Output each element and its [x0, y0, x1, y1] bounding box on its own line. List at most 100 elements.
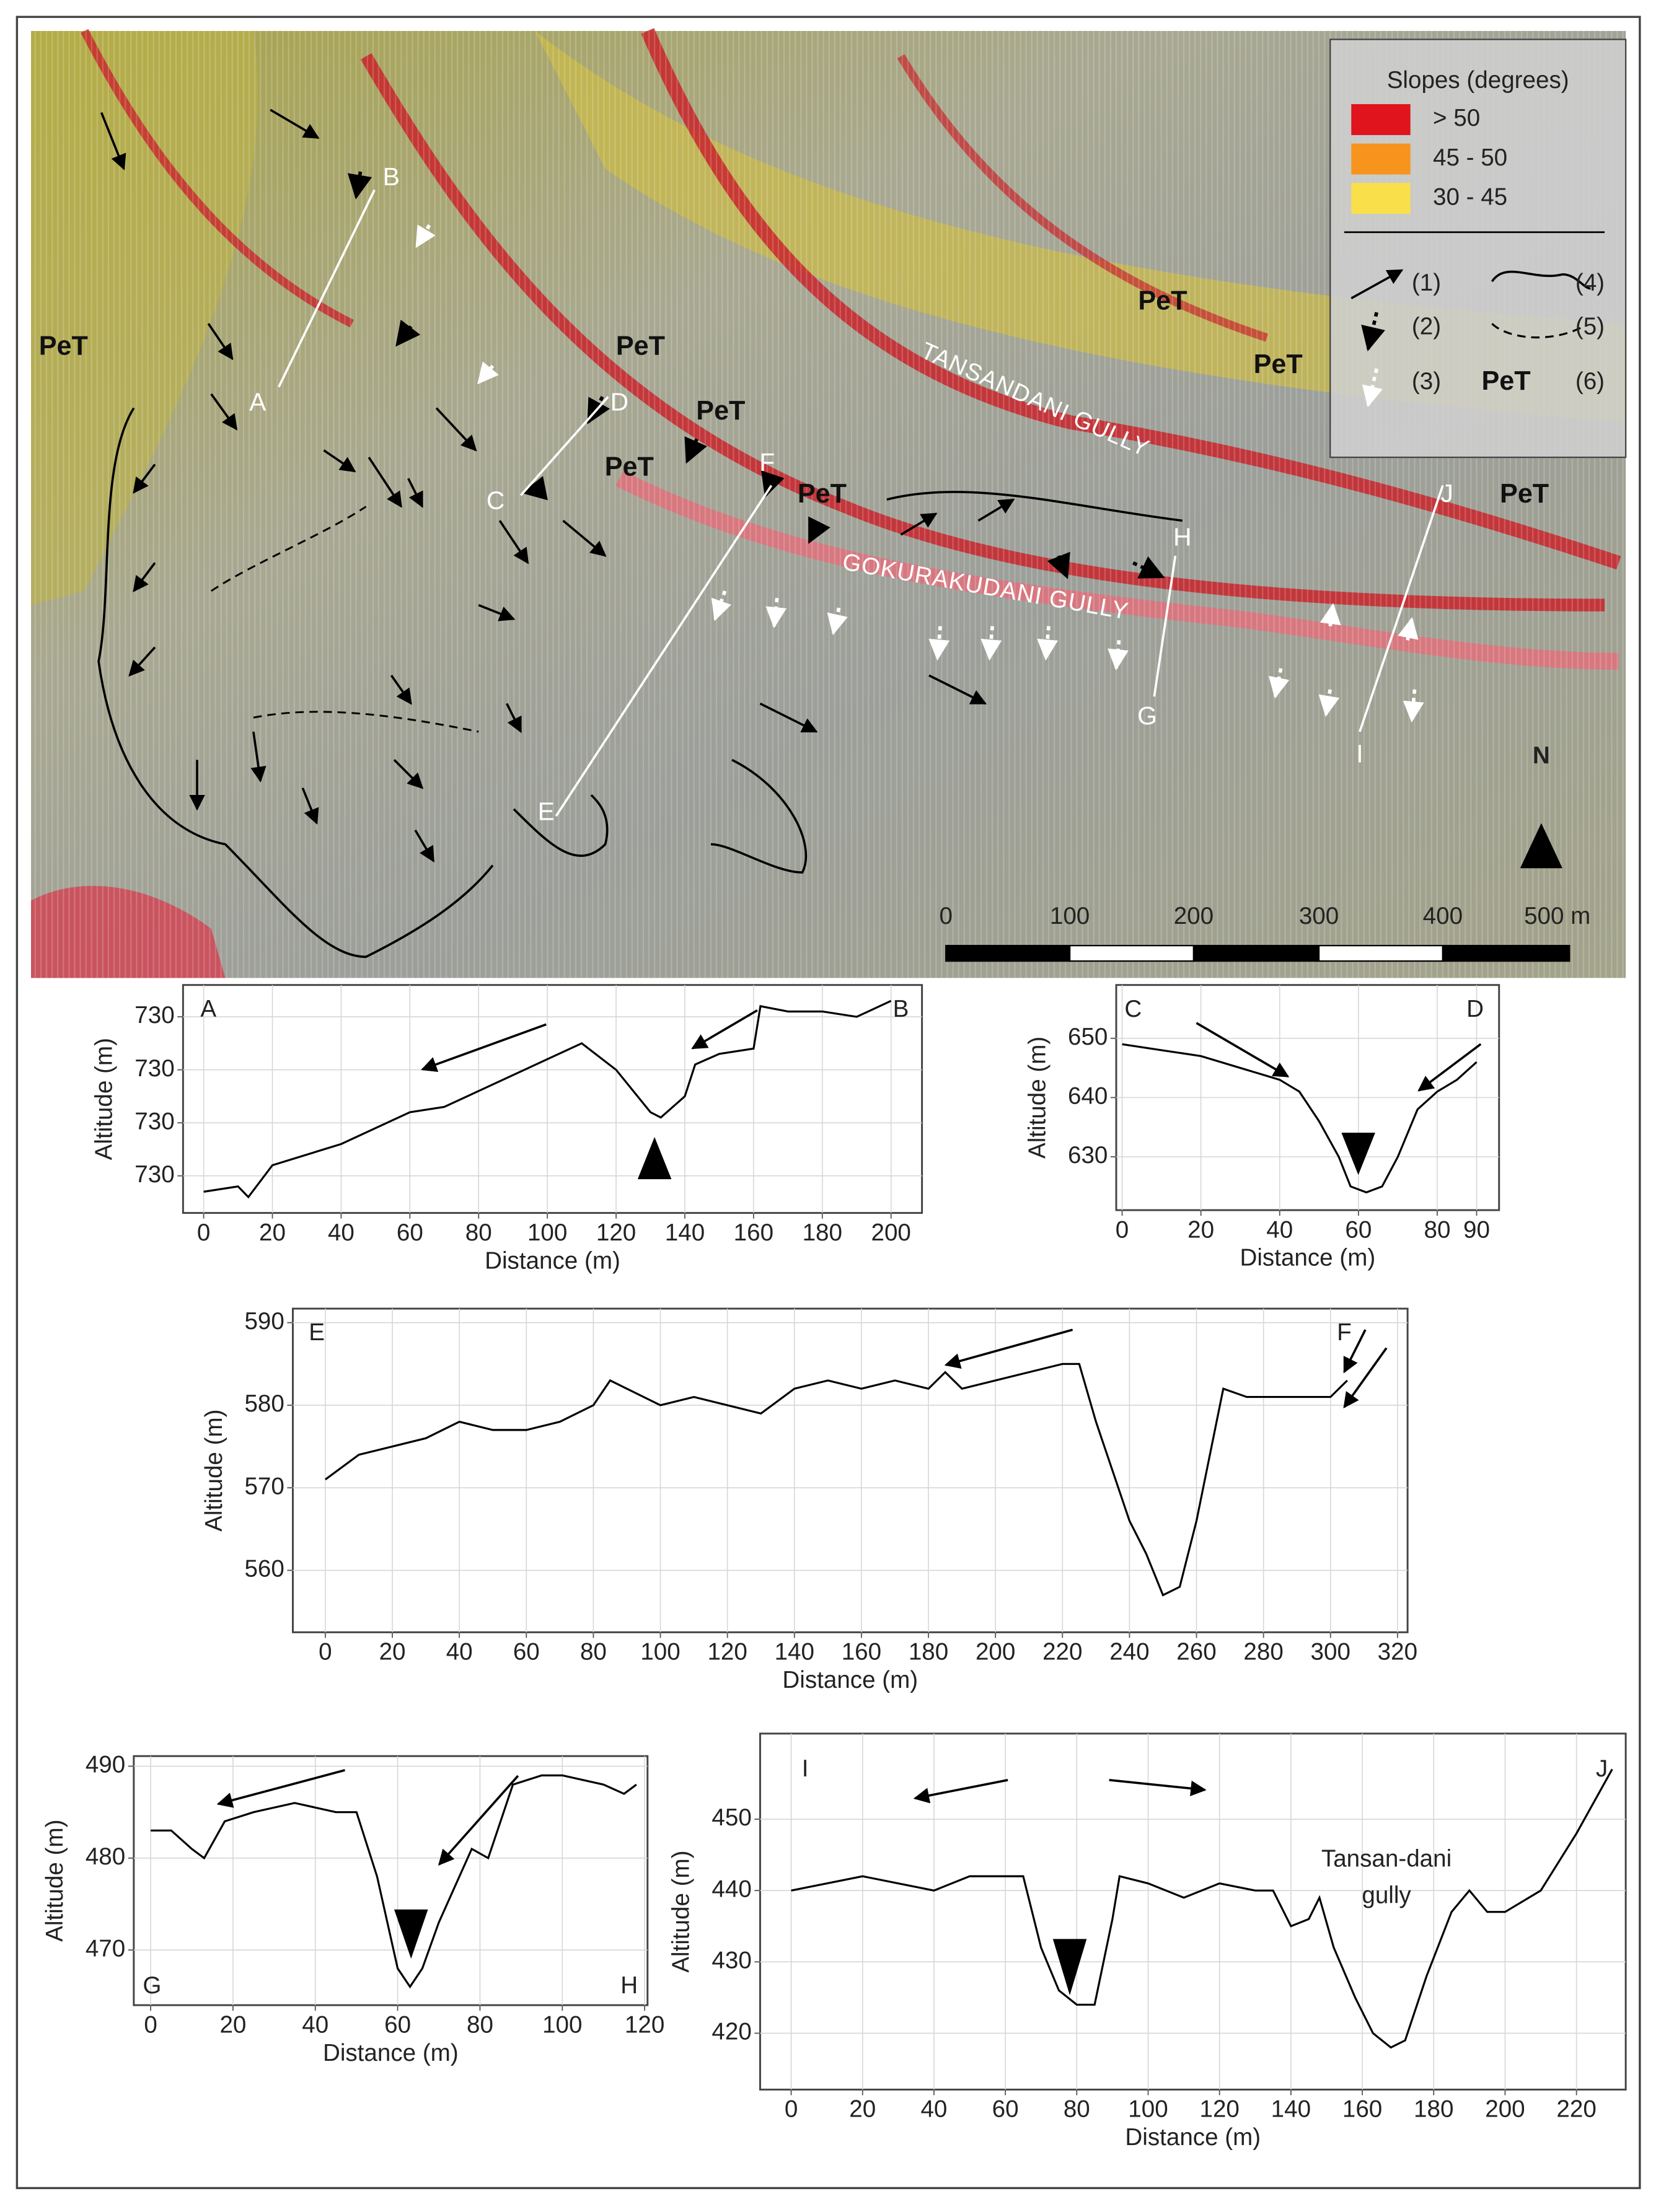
- flow-arrow: [210, 393, 238, 431]
- y-tick-label: 580: [244, 1390, 284, 1417]
- x-tick-label: 40: [1266, 1216, 1293, 1243]
- x-tick-label: 260: [1176, 1639, 1216, 1666]
- x-tick-label: 60: [384, 2011, 411, 2038]
- unit-label: PeT: [696, 396, 745, 426]
- scale-label: 100: [1050, 903, 1090, 929]
- collapse-arrow: [760, 470, 785, 498]
- x-tick-label: 20: [259, 1219, 286, 1246]
- x-tick-label: 100: [640, 1639, 680, 1666]
- legend-arrow: [1361, 312, 1385, 352]
- profile-chart: 0 20 40 60 80 100 120 140 160 180 200 220 240 260 280 3…: [201, 1307, 1417, 1693]
- legend-symbol-label: (2): [1412, 313, 1441, 340]
- scale-label: 500 m: [1524, 903, 1590, 929]
- scale-label: 400: [1423, 903, 1463, 929]
- x-tick-label: 120: [707, 1639, 747, 1666]
- unit-label: PeT: [798, 479, 847, 509]
- annotation: Tansan-dani: [1321, 1845, 1452, 1872]
- legend-title: Slopes (degrees): [1387, 67, 1569, 94]
- legend-deposit: [1491, 323, 1584, 339]
- section-label: E: [538, 797, 555, 825]
- y-tick-label: 470: [86, 1935, 125, 1962]
- section-label: G: [1137, 701, 1157, 730]
- flow-arrow: [270, 108, 320, 139]
- map: 0 100 200 300 400 500 m PeT PeT PeT PeT PeT PeT PeT…: [31, 28, 1627, 978]
- flow-arrow: [301, 788, 319, 825]
- annotation: gully: [1362, 1882, 1411, 1909]
- scale-segment: [1192, 944, 1320, 962]
- north-arrow: [1520, 823, 1562, 869]
- x-tick-label: 160: [842, 1639, 881, 1666]
- scale-segment: [1318, 944, 1444, 962]
- x-tick-label: 120: [1199, 2096, 1239, 2123]
- section-start: A: [200, 996, 216, 1022]
- runoff-arrow: [1037, 626, 1059, 661]
- profile-line: [324, 1363, 1348, 1597]
- x-tick-label: 180: [909, 1639, 948, 1666]
- x-tick-label: 80: [1064, 2096, 1090, 2123]
- profile-line: [151, 1774, 637, 1989]
- north-label: N: [1533, 742, 1550, 769]
- movement-arrow: [691, 1009, 758, 1050]
- y-tick-label: 490: [86, 1752, 125, 1778]
- x-tick-label: 80: [465, 1219, 492, 1246]
- x-tick-label: 100: [1128, 2096, 1168, 2123]
- flow-arrow: [323, 449, 356, 473]
- x-tick-label: 140: [1271, 2096, 1311, 2123]
- section-label: C: [487, 486, 505, 515]
- legend-arrow: [1362, 368, 1383, 408]
- legend-symbol-label: (4): [1575, 270, 1605, 296]
- y-axis-label: Altitude (m): [42, 1820, 68, 1942]
- flow-arrow: [435, 407, 477, 452]
- x-tick-label: 100: [542, 2011, 582, 2038]
- x-tick-label: 200: [871, 1219, 911, 1246]
- legend-symbol-label: (6): [1575, 368, 1605, 395]
- x-tick-label: 120: [625, 2011, 664, 2038]
- profile-line: [1122, 1043, 1478, 1194]
- x-tick-label: 40: [446, 1639, 473, 1666]
- scarp: [513, 794, 609, 857]
- unit-label: PeT: [605, 452, 654, 482]
- x-tick-label: 200: [1485, 2096, 1525, 2123]
- collapse-arrow: [521, 476, 548, 501]
- movement-arrow: [1417, 1043, 1482, 1092]
- y-tick-label: 640: [1068, 1083, 1108, 1110]
- y-tick-label: 570: [244, 1473, 284, 1499]
- unit-label: PeT: [616, 331, 665, 361]
- x-tick-label: 0: [319, 1639, 332, 1666]
- flow-arrow: [250, 731, 267, 783]
- profile-line: [1359, 485, 1444, 732]
- x-axis-label: Distance (m): [1125, 2124, 1261, 2151]
- plot-area: [133, 1755, 649, 2006]
- y-tick-label: 480: [86, 1843, 125, 1870]
- x-tick-label: 40: [920, 2096, 947, 2123]
- profile-chart: 0 20 40 60 80 100 120 140 160 180 200 730 730 730 730 D…: [91, 984, 923, 1274]
- scale-label: 0: [939, 903, 952, 929]
- y-tick-label: 730: [134, 1055, 174, 1082]
- x-tick-label: 80: [1424, 1216, 1450, 1243]
- x-axis-label: Distance (m): [485, 1247, 620, 1274]
- profile-chart: 0 20 40 60 80 100 120 140 160 180 200 220 420 430 440 4…: [668, 1732, 1627, 2151]
- legend-unit: PeT: [1482, 366, 1531, 396]
- profile-line: [791, 1768, 1613, 2049]
- x-tick-label: 40: [302, 2011, 328, 2038]
- flow-arrow: [368, 457, 402, 508]
- x-tick-label: 140: [775, 1639, 814, 1666]
- x-tick-label: 80: [580, 1639, 607, 1666]
- y-tick-label: 730: [134, 1161, 174, 1188]
- y-axis-label: Altitude (m): [91, 1038, 118, 1160]
- collapse-arrow: [1047, 551, 1070, 579]
- scarp: [97, 407, 494, 959]
- flow-arrow: [562, 519, 607, 557]
- movement-arrow: [913, 1779, 1008, 1804]
- x-axis-label: Distance (m): [323, 2040, 459, 2066]
- section-start: E: [309, 1319, 325, 1346]
- flow-arrow: [900, 512, 938, 536]
- movement-arrow: [438, 1775, 519, 1866]
- x-tick-label: 60: [397, 1219, 423, 1246]
- x-tick-label: 60: [1345, 1216, 1372, 1243]
- x-tick-label: 140: [665, 1219, 705, 1246]
- legend-symbol-label: (1): [1412, 270, 1441, 296]
- flow-arrow: [393, 759, 424, 789]
- movement-arrow: [944, 1328, 1073, 1369]
- legend-swatch: [1351, 143, 1411, 175]
